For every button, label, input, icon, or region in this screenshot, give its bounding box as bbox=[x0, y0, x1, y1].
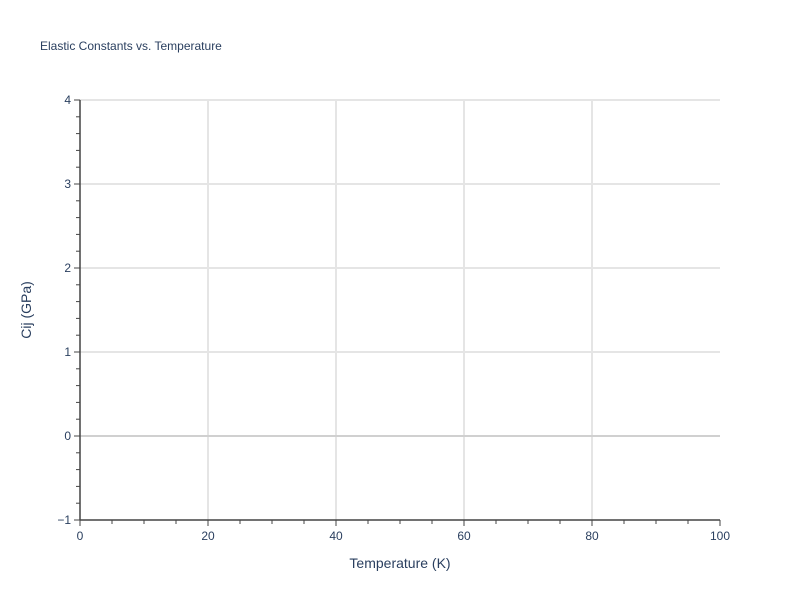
y-axis-label: Cij (GPa) bbox=[18, 281, 34, 339]
chart-title: Elastic Constants vs. Temperature bbox=[40, 39, 222, 53]
y-tick-label: 0 bbox=[64, 429, 71, 443]
x-tick-label: 20 bbox=[201, 529, 215, 543]
x-tick-label: 0 bbox=[77, 529, 84, 543]
x-tick-label: 40 bbox=[329, 529, 343, 543]
y-tick-label: 2 bbox=[64, 261, 71, 275]
y-tick-label: 3 bbox=[64, 177, 71, 191]
y-tick-label: 4 bbox=[64, 93, 71, 107]
x-axis-label: Temperature (K) bbox=[349, 555, 450, 571]
x-tick-label: 100 bbox=[710, 529, 730, 543]
x-tick-label: 60 bbox=[457, 529, 471, 543]
y-tick-label: 1 bbox=[64, 345, 71, 359]
x-tick-label: 80 bbox=[585, 529, 599, 543]
y-tick-label: −1 bbox=[57, 513, 71, 527]
